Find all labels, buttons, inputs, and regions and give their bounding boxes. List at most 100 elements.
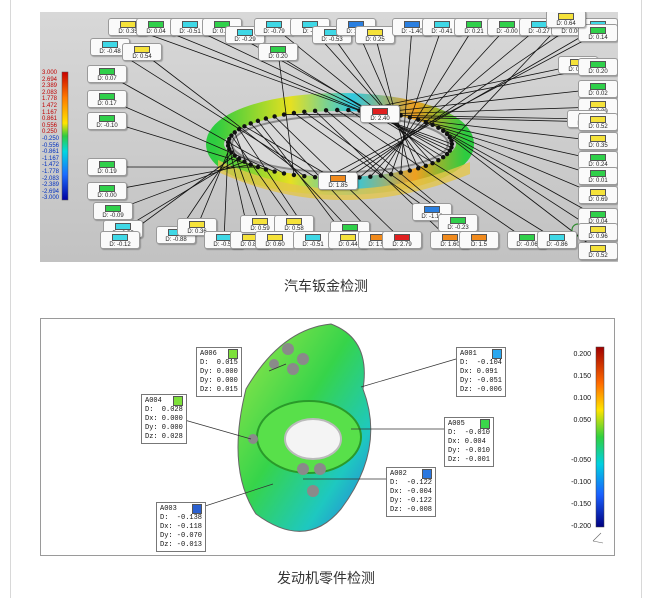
- deviation-color-swatch: [590, 101, 606, 108]
- measurement-tag[interactable]: D: 1.5: [459, 231, 499, 249]
- deviation-value: D: 1.60: [440, 242, 460, 248]
- measurement-label-a001[interactable]: A001 D: -0.104 Dx: 0.091 Dy: -0.051 Dz: -0.0…: [456, 347, 507, 397]
- measurement-tag[interactable]: D: 0.01: [578, 167, 618, 185]
- deviation-color-swatch: [148, 21, 164, 28]
- measurement-point: [232, 130, 237, 135]
- scale-tick-label: -2.694: [42, 188, 60, 195]
- measurement-tag[interactable]: D: 0.20: [578, 58, 618, 76]
- measurement-tag[interactable]: D: -0.51: [170, 18, 210, 36]
- measurement-point: [441, 155, 446, 160]
- measurement-label-a002[interactable]: A002 D: -0.122 Dx: -0.004 Dy: -0.122 Dz: -0.…: [386, 467, 437, 517]
- deviation-color-swatch: [172, 396, 183, 406]
- deviation-line: D: -0.010: [448, 429, 491, 437]
- deviation-value: D: -0.06: [516, 242, 538, 248]
- measurement-point: [312, 174, 318, 180]
- measurement-point: [407, 115, 413, 120]
- measurement-tag[interactable]: D: 0.69: [578, 186, 618, 204]
- measurement-tag[interactable]: D: 2.79: [382, 231, 422, 249]
- measurement-tag[interactable]: D: 0.54: [122, 43, 162, 61]
- measurement-tag[interactable]: D: 1.85: [318, 172, 358, 190]
- scale-tick-label: -0.050: [571, 457, 591, 464]
- measurement-tag[interactable]: D: 0.35: [578, 132, 618, 150]
- measurement-point: [416, 166, 421, 171]
- deviation-value: D: -0.41: [431, 29, 453, 35]
- measurement-point: [335, 107, 340, 113]
- measurement-tag[interactable]: D: 0.24: [578, 151, 618, 169]
- measurement-tag[interactable]: D: 0.64: [546, 12, 586, 28]
- measurement-tag[interactable]: D: -0.00: [487, 18, 527, 36]
- leader-line: [106, 164, 251, 192]
- measurement-tag[interactable]: D: 0.52: [578, 113, 618, 131]
- deviation-color-swatch: [372, 108, 388, 115]
- deviation-line: Dy: -0.010: [448, 447, 491, 455]
- measurement-point: [236, 127, 242, 132]
- leader-line: [141, 51, 305, 177]
- measurement-point: [225, 143, 231, 148]
- measurement-label-a003[interactable]: A003 D: -0.138 Dx: -0.118 Dy: -0.070 Dz: -0.…: [156, 502, 207, 552]
- deviation-line: Dz: 0.015: [200, 386, 238, 394]
- measurement-tag[interactable]: D: 0.02: [578, 80, 618, 98]
- deviation-line: Dx: -0.004: [390, 488, 433, 496]
- deviation-color-swatch: [434, 21, 450, 28]
- deviation-value: D: 0.07: [97, 76, 117, 82]
- deviation-line: Dz: -0.013: [160, 541, 203, 549]
- measurement-tag[interactable]: D: 0.20: [258, 43, 298, 61]
- measurement-tag[interactable]: D: 0.52: [578, 242, 618, 260]
- measurement-tag[interactable]: D: 0.19: [87, 158, 127, 176]
- deviation-color-swatch: [99, 115, 115, 122]
- deviation-value: D: -0.00: [496, 29, 518, 35]
- measurement-label-a005[interactable]: A005 D: -0.010 Dx: 0.004 Dy: -0.010 Dz: -0.0…: [444, 417, 495, 467]
- deviation-value: D: 1.52: [368, 242, 388, 248]
- deviation-color-swatch: [590, 61, 606, 68]
- deviation-color-swatch: [590, 154, 606, 161]
- deviation-value: D: 0.36: [187, 229, 207, 235]
- measurement-tag[interactable]: D: 0.25: [355, 26, 395, 44]
- deviation-color-swatch: [134, 46, 150, 53]
- deviation-value: D: 0.54: [132, 54, 152, 60]
- deviation-line: Dy: -0.122: [390, 497, 433, 505]
- scale-tick-label: 0.100: [573, 395, 591, 402]
- deviation-value: D: -0.79: [263, 29, 285, 35]
- measurement-point: [255, 118, 261, 124]
- measurement-tag[interactable]: D: -0.48: [90, 38, 130, 56]
- measurement-tag[interactable]: D: -0.41: [422, 18, 462, 36]
- measurement-tag[interactable]: D: -0.09: [93, 202, 133, 220]
- measurement-label-a004[interactable]: A004 D: 0.028 Dx: 0.000 Dy: 0.000 Dz: 0.028: [141, 394, 187, 444]
- measurement-point: [263, 116, 269, 121]
- measurement-tag[interactable]: D: 0.04: [578, 208, 618, 226]
- deviation-color-swatch: [590, 226, 606, 233]
- measurement-tag[interactable]: D: -0.51: [293, 231, 333, 249]
- measurement-tag[interactable]: D: 0.60: [255, 231, 295, 249]
- leader-line: [355, 26, 419, 169]
- measurement-tag[interactable]: D: -0.10: [87, 112, 127, 130]
- measurement-tag[interactable]: D: 0.04: [136, 18, 176, 36]
- measurement-tag[interactable]: D: -0.79: [254, 18, 294, 36]
- measurement-tag[interactable]: D: 0.07: [87, 65, 127, 83]
- sheet-metal-inspection-view: 3.000 2.694 2.389 2.083 1.778 1.472 1.167 0.861…: [40, 12, 618, 262]
- deviation-color-swatch: [394, 234, 410, 241]
- leader-line: [293, 112, 433, 213]
- measurement-point: [423, 163, 428, 169]
- leader-line: [331, 34, 427, 167]
- scale-tick-label: 2.694: [42, 76, 58, 83]
- measurement-tag[interactable]: D: -0.23: [438, 214, 478, 232]
- measurement-tag[interactable]: D: -0.86: [537, 231, 577, 249]
- measurement-tag[interactable]: D: 0.17: [87, 90, 127, 108]
- deviation-value: D: 0.52: [588, 124, 608, 130]
- measurement-tag[interactable]: D: 0.14: [578, 24, 618, 42]
- measurement-tag[interactable]: D: -0.12: [100, 231, 140, 249]
- deviation-color-swatch: [330, 175, 346, 182]
- measurement-tag[interactable]: D: 0.00: [87, 182, 127, 200]
- measurement-point: [436, 158, 441, 163]
- measurement-tag[interactable]: D: 0.96: [578, 223, 618, 241]
- measurement-point: [281, 171, 287, 176]
- point-id: A005: [448, 419, 465, 428]
- measurement-label-a006[interactable]: A006 D: 0.015 Dy: 0.000 Dy: 0.000 Dz: 0.015: [196, 347, 242, 397]
- deviation-line: Dz: -0.006: [460, 386, 503, 394]
- measurement-tag[interactable]: D: 2.40: [360, 105, 400, 123]
- measurement-tag[interactable]: D: 0.21: [454, 18, 494, 36]
- deviation-value: D: 0.24: [588, 162, 608, 168]
- deviation-value: D: -0.29: [234, 37, 256, 43]
- deviation-value: D: 0.88: [568, 67, 587, 73]
- deviation-color-swatch: [590, 245, 606, 252]
